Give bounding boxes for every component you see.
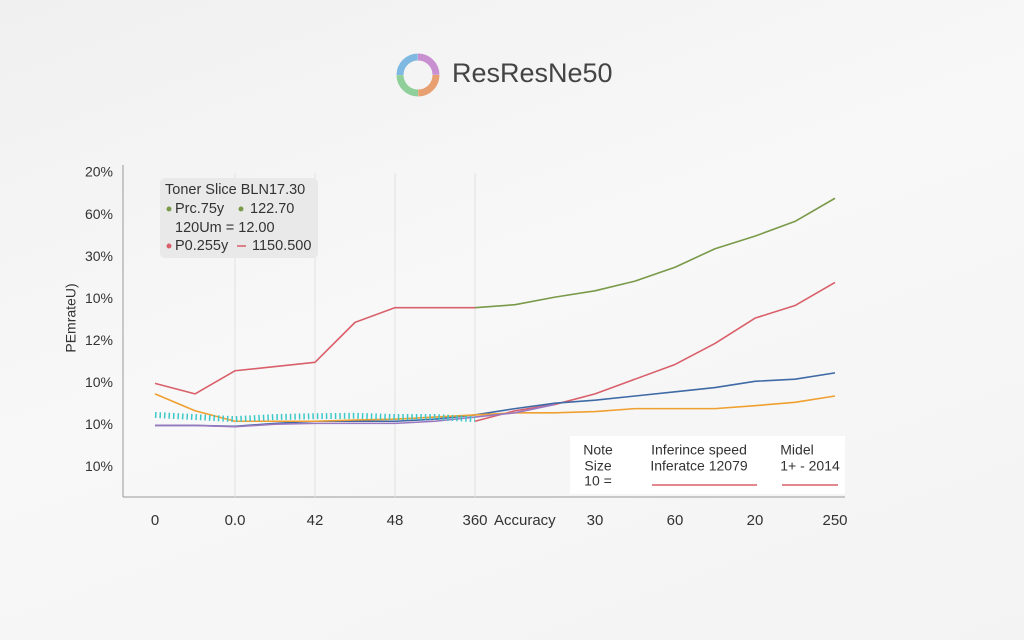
line-series — [154, 411, 476, 423]
line-series — [155, 403, 556, 428]
legend-title: Toner Slice BLN17.30 — [165, 182, 305, 198]
bottom-legend-text: Inferatce 12079 — [650, 458, 748, 474]
x-tick-label: 250 — [822, 512, 847, 529]
bottom-legend-text: 10 = — [584, 473, 612, 489]
y-tick-label: 12% — [85, 332, 113, 348]
x-tick-label: 360 — [462, 512, 487, 529]
y-tick-label: 20% — [85, 164, 113, 180]
bottom-legend-text: 1+ - 2014 — [780, 458, 840, 474]
x-tick-label: 60 — [667, 512, 684, 529]
bottom-legend-text: Note — [583, 442, 613, 458]
legend-text: 120Um = 12.00 — [175, 220, 275, 236]
y-axis-label: PEmrateU) — [63, 283, 79, 352]
y-tick-label: 10% — [85, 290, 113, 306]
x-tick-label: 0 — [151, 512, 159, 529]
y-tick-label: 10% — [85, 458, 113, 474]
y-tick-label: 30% — [85, 248, 113, 264]
legend-text: 122.70 — [250, 201, 294, 217]
bottom-legend-text: Midel — [780, 442, 813, 458]
logo — [396, 53, 440, 97]
legend-dot — [166, 206, 172, 212]
x-tick-label: 20 — [747, 512, 764, 529]
x-tick-label: 30 — [587, 512, 604, 529]
line-series — [154, 306, 475, 395]
legend-text: 1150.500 — [252, 238, 311, 254]
x-tick-label: 48 — [387, 512, 404, 529]
y-tick-label: 10% — [85, 416, 113, 432]
legend-box — [160, 178, 318, 258]
y-tick-label: 60% — [85, 206, 113, 222]
bottom-legend-text: Size — [584, 458, 611, 474]
legend-text: P0.255y — [175, 238, 229, 254]
chart-title: ResResNe50 — [452, 58, 613, 88]
x-tick-label: 0.0 — [225, 512, 246, 529]
line-series — [155, 372, 836, 428]
legend-dot — [238, 206, 244, 212]
bottom-legend-text: Inferince speed — [651, 442, 747, 458]
legend-dot — [166, 243, 172, 249]
legend-text: Prc.75y — [175, 201, 225, 217]
line-series — [154, 393, 836, 423]
x-tick-label: 42 — [307, 512, 324, 529]
y-tick-label: 10% — [85, 374, 113, 390]
line-series — [474, 281, 836, 423]
x-axis-label: Accuracy — [494, 512, 556, 529]
line-series — [474, 197, 836, 309]
